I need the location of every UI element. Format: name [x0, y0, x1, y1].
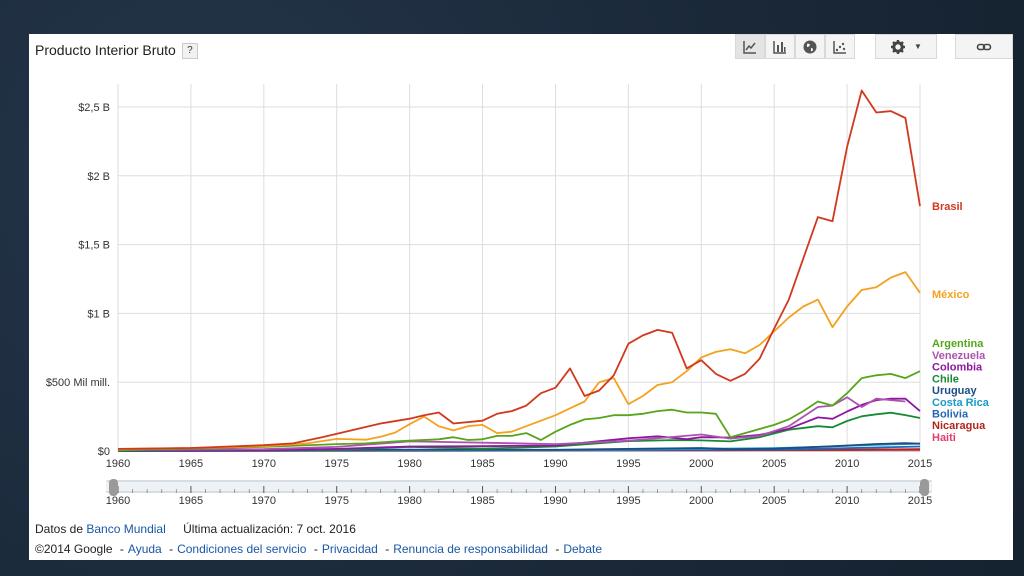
- x-tick-label: 1975: [324, 458, 348, 470]
- range-tick-label: 1970: [252, 495, 276, 507]
- x-tick-label: 1965: [179, 458, 203, 470]
- link-button[interactable]: [955, 34, 1013, 59]
- help-button[interactable]: ?: [181, 43, 198, 60]
- y-tick-label: $1,5 B: [78, 240, 110, 252]
- series-label: Nicaragua: [932, 420, 986, 432]
- range-handle-end[interactable]: [920, 479, 929, 496]
- footer-link-help[interactable]: Ayuda: [127, 542, 162, 556]
- footer-link-terms[interactable]: Condiciones del servicio: [177, 542, 307, 556]
- series-label: Colombia: [932, 362, 983, 374]
- series-label: Haiti: [932, 432, 956, 444]
- range-tick-label: 1985: [470, 495, 494, 507]
- map-button[interactable]: [795, 34, 825, 59]
- series-label: Venezuela: [932, 350, 986, 362]
- bar-chart-icon: [773, 40, 786, 54]
- x-tick-label: 1980: [397, 458, 421, 470]
- footer-link-disclaimer[interactable]: Renuncia de responsabilidad: [393, 542, 548, 556]
- series-label: Brasil: [932, 201, 963, 213]
- y-tick-label: $0: [98, 446, 110, 458]
- series-line-uruguay[interactable]: [117, 442, 921, 452]
- gear-icon: [891, 39, 906, 54]
- series-label: Bolivia: [932, 409, 969, 421]
- bar-chart-button[interactable]: [765, 34, 795, 59]
- settings-toolbar: ▼: [875, 34, 937, 59]
- line-chart: $0 $500 Mil mill. $1 B $1,5 B $2 B $2,5 B 196…: [46, 84, 990, 507]
- series-line-brasil[interactable]: [117, 89, 921, 450]
- chevron-down-icon: ▼: [914, 42, 922, 51]
- range-tick-label: 1980: [397, 495, 421, 507]
- footer-links: ©2014 Google - Ayuda - Condiciones del ser…: [35, 542, 603, 556]
- series-label: Costa Rica: [932, 397, 990, 409]
- series-line-méxico[interactable]: [117, 271, 921, 451]
- series-label: México: [932, 289, 970, 301]
- x-tick-label: 2000: [689, 458, 713, 470]
- range-tick-label: 1990: [543, 495, 567, 507]
- x-tick-label: 1960: [106, 458, 130, 470]
- last-updated: Última actualización: 7 oct. 2016: [183, 522, 356, 536]
- copyright: ©2014 Google: [35, 542, 113, 556]
- x-tick-label: 2015: [908, 458, 932, 470]
- scatter-button[interactable]: [825, 34, 855, 59]
- y-tick-label: $2 B: [87, 171, 110, 183]
- data-source-line: Datos de Banco Mundial Última actualizac…: [35, 522, 356, 536]
- range-handle-start[interactable]: [109, 479, 118, 496]
- x-tick-label: 1995: [616, 458, 640, 470]
- series-line-argentina[interactable]: [117, 370, 921, 452]
- chart-type-toolbar: [735, 34, 855, 59]
- x-tick-label: 1985: [470, 458, 494, 470]
- y-tick-label: $1 B: [87, 308, 110, 320]
- series-label: Uruguay: [932, 385, 978, 397]
- x-tick-label: 2005: [762, 458, 786, 470]
- settings-button[interactable]: ▼: [875, 34, 937, 59]
- range-tick-label: 1975: [324, 495, 348, 507]
- line-chart-icon: [743, 40, 756, 54]
- series-lines: [117, 89, 921, 452]
- source-link[interactable]: Banco Mundial: [86, 522, 166, 536]
- range-selector[interactable]: 1960 1965 1970 1975 1980 1985 1990 1995 2000 2005…: [106, 479, 932, 507]
- y-tick-label: $2,5 B: [78, 102, 110, 114]
- link-icon: [976, 43, 992, 50]
- range-tick-label: 2000: [689, 495, 713, 507]
- y-tick-label: $500 Mil mill.: [46, 377, 110, 389]
- range-tick-label: 2005: [762, 495, 786, 507]
- range-tick-label: 1960: [106, 495, 130, 507]
- chart-title: Producto Interior Bruto?: [35, 42, 198, 60]
- range-tick-label: 2015: [908, 495, 932, 507]
- y-axis: $0 $500 Mil mill. $1 B $1,5 B $2 B $2,5 B: [46, 102, 110, 458]
- range-tick-label: 1965: [179, 495, 203, 507]
- link-toolbar: [955, 34, 1013, 59]
- series-line-venezuela[interactable]: [117, 396, 906, 451]
- range-track-inner: [106, 482, 932, 491]
- line-chart-button[interactable]: [735, 34, 765, 59]
- x-tick-label: 1970: [252, 458, 276, 470]
- series-label: Chile: [932, 373, 959, 385]
- series-label: Argentina: [932, 338, 984, 350]
- chart-panel: Producto Interior Bruto? ▼ $0 $500 Mil mi…: [29, 34, 1013, 560]
- globe-icon: [803, 40, 817, 53]
- x-tick-label: 1990: [543, 458, 567, 470]
- series-labels: Brasil México ArgentinaVenezuelaColombiaCh…: [932, 201, 990, 444]
- footer-link-discussion[interactable]: Debate: [563, 542, 603, 556]
- x-tick-label: 2010: [835, 458, 859, 470]
- scatter-icon: [833, 40, 846, 54]
- x-axis: 1960 1965 1970 1975 1980 1985 1990 1995 2000 2005…: [106, 458, 932, 470]
- range-tick-label: 1995: [616, 495, 640, 507]
- footer-link-privacy[interactable]: Privacidad: [321, 542, 378, 556]
- range-tick-label: 2010: [835, 495, 859, 507]
